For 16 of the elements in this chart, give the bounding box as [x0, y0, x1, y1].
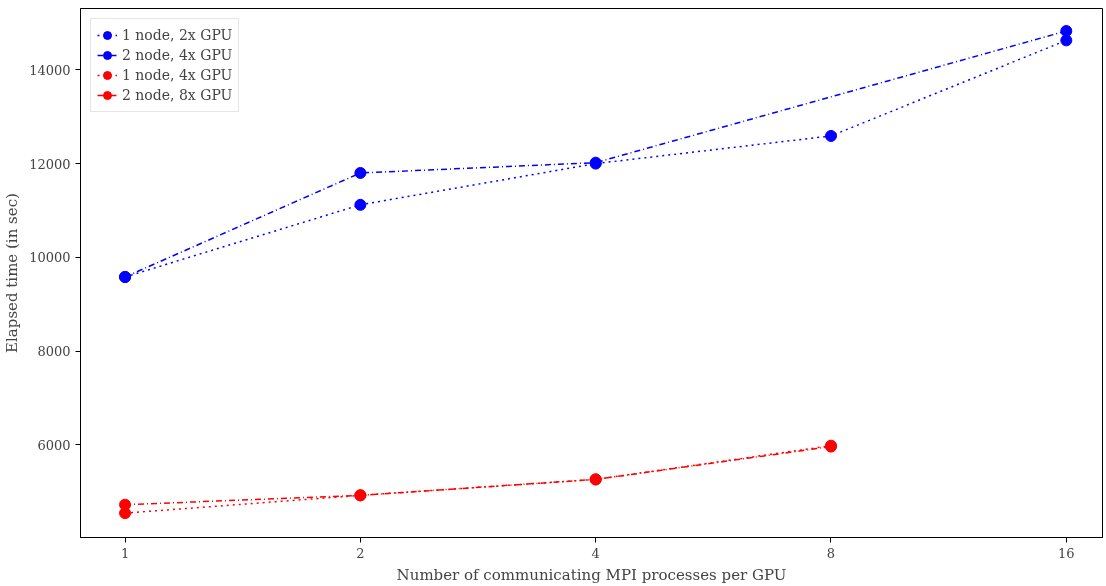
legend-label: 2 node, 4x GPU [122, 47, 233, 63]
x-tick-label: 1 [120, 545, 130, 561]
y-tick-label: 8000 [37, 344, 71, 360]
legend-label: 1 node, 2x GPU [122, 27, 233, 43]
y-tick-label: 12000 [29, 156, 71, 172]
y-tick-label: 10000 [29, 250, 71, 266]
y-axis-title: Elapsed time (in sec) [3, 193, 22, 353]
y-tick-label: 14000 [29, 62, 71, 78]
x-tick-label: 4 [591, 545, 600, 561]
y-tick-label: 6000 [37, 437, 71, 453]
x-tick-label: 8 [826, 545, 836, 561]
x-axis-title: Number of communicating MPI processes per GPU [396, 565, 787, 584]
legend-label: 2 node, 8x GPU [122, 87, 233, 103]
legend-label: 1 node, 4x GPU [122, 67, 233, 83]
x-tick-label: 16 [1058, 545, 1075, 561]
x-tick-label: 2 [356, 545, 365, 561]
